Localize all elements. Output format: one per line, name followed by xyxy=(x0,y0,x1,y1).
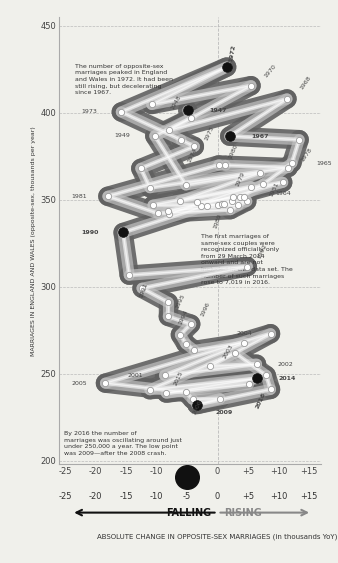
Text: 1974: 1974 xyxy=(187,147,198,163)
Text: ABSOLUTE CHANGE IN OPPOSITE-SEX MARRIAGES (in thousands YoY): ABSOLUTE CHANGE IN OPPOSITE-SEX MARRIAGE… xyxy=(97,534,338,540)
Text: -20: -20 xyxy=(89,492,102,501)
Text: 1980: 1980 xyxy=(228,144,239,160)
Text: 1964: 1964 xyxy=(275,191,291,196)
Text: +10: +10 xyxy=(270,492,287,501)
Text: -25: -25 xyxy=(58,492,72,501)
Text: 1981: 1981 xyxy=(71,194,87,199)
Text: 1996: 1996 xyxy=(200,301,211,317)
Y-axis label: MARRIAGES IN ENGLAND AND WALES (opposite-sex, thousands per year): MARRIAGES IN ENGLAND AND WALES (opposite… xyxy=(31,126,36,356)
Text: 1968: 1968 xyxy=(299,74,312,90)
Text: 1965: 1965 xyxy=(316,160,332,166)
Text: 1989: 1989 xyxy=(213,212,223,229)
Text: The number of opposite-sex
marriages peaked in England
and Wales in 1972. It had: The number of opposite-sex marriages pea… xyxy=(75,64,173,95)
Text: -15: -15 xyxy=(119,492,133,501)
Text: -5: -5 xyxy=(183,492,191,501)
Text: 1978: 1978 xyxy=(300,146,314,162)
Text: 1992: 1992 xyxy=(257,243,268,260)
Text: 2003: 2003 xyxy=(222,343,235,359)
Text: 1951: 1951 xyxy=(269,182,280,198)
Text: 2006: 2006 xyxy=(192,399,203,415)
Text: 1975: 1975 xyxy=(203,125,215,141)
Text: The first marriages of
same-sex couples were
recognized officially only
from 29 : The first marriages of same-sex couples … xyxy=(201,234,292,285)
Text: 2001: 2001 xyxy=(127,373,143,378)
Text: 1972: 1972 xyxy=(229,44,237,62)
Text: 1947: 1947 xyxy=(209,108,226,113)
Text: +15: +15 xyxy=(300,492,318,501)
Text: 1995: 1995 xyxy=(174,293,186,310)
Text: 2009: 2009 xyxy=(215,410,232,415)
Text: 2015: 2015 xyxy=(172,370,184,386)
Text: 2005: 2005 xyxy=(72,381,87,386)
Text: -10: -10 xyxy=(150,492,163,501)
Text: 2014: 2014 xyxy=(279,376,296,381)
Text: RISING: RISING xyxy=(224,508,261,517)
Text: 0: 0 xyxy=(215,492,220,501)
Text: 2004: 2004 xyxy=(237,331,252,336)
Text: 1991: 1991 xyxy=(138,282,148,298)
Text: 2016: 2016 xyxy=(255,391,267,409)
Text: +5: +5 xyxy=(242,492,254,501)
Text: 1994: 1994 xyxy=(177,309,189,326)
Text: 1990: 1990 xyxy=(81,230,99,235)
Text: By 2016 the number of
marriages was oscillating around just
under 250,000 a year: By 2016 the number of marriages was osci… xyxy=(64,431,182,455)
Text: 1949: 1949 xyxy=(115,133,130,138)
Text: 2002: 2002 xyxy=(278,361,294,367)
Text: 1970: 1970 xyxy=(263,64,277,79)
Text: 1967: 1967 xyxy=(251,133,269,138)
Text: 1979: 1979 xyxy=(235,171,246,187)
Text: FALLING: FALLING xyxy=(166,508,212,517)
Text: 1948: 1948 xyxy=(170,95,182,111)
Text: 1973: 1973 xyxy=(81,109,97,114)
